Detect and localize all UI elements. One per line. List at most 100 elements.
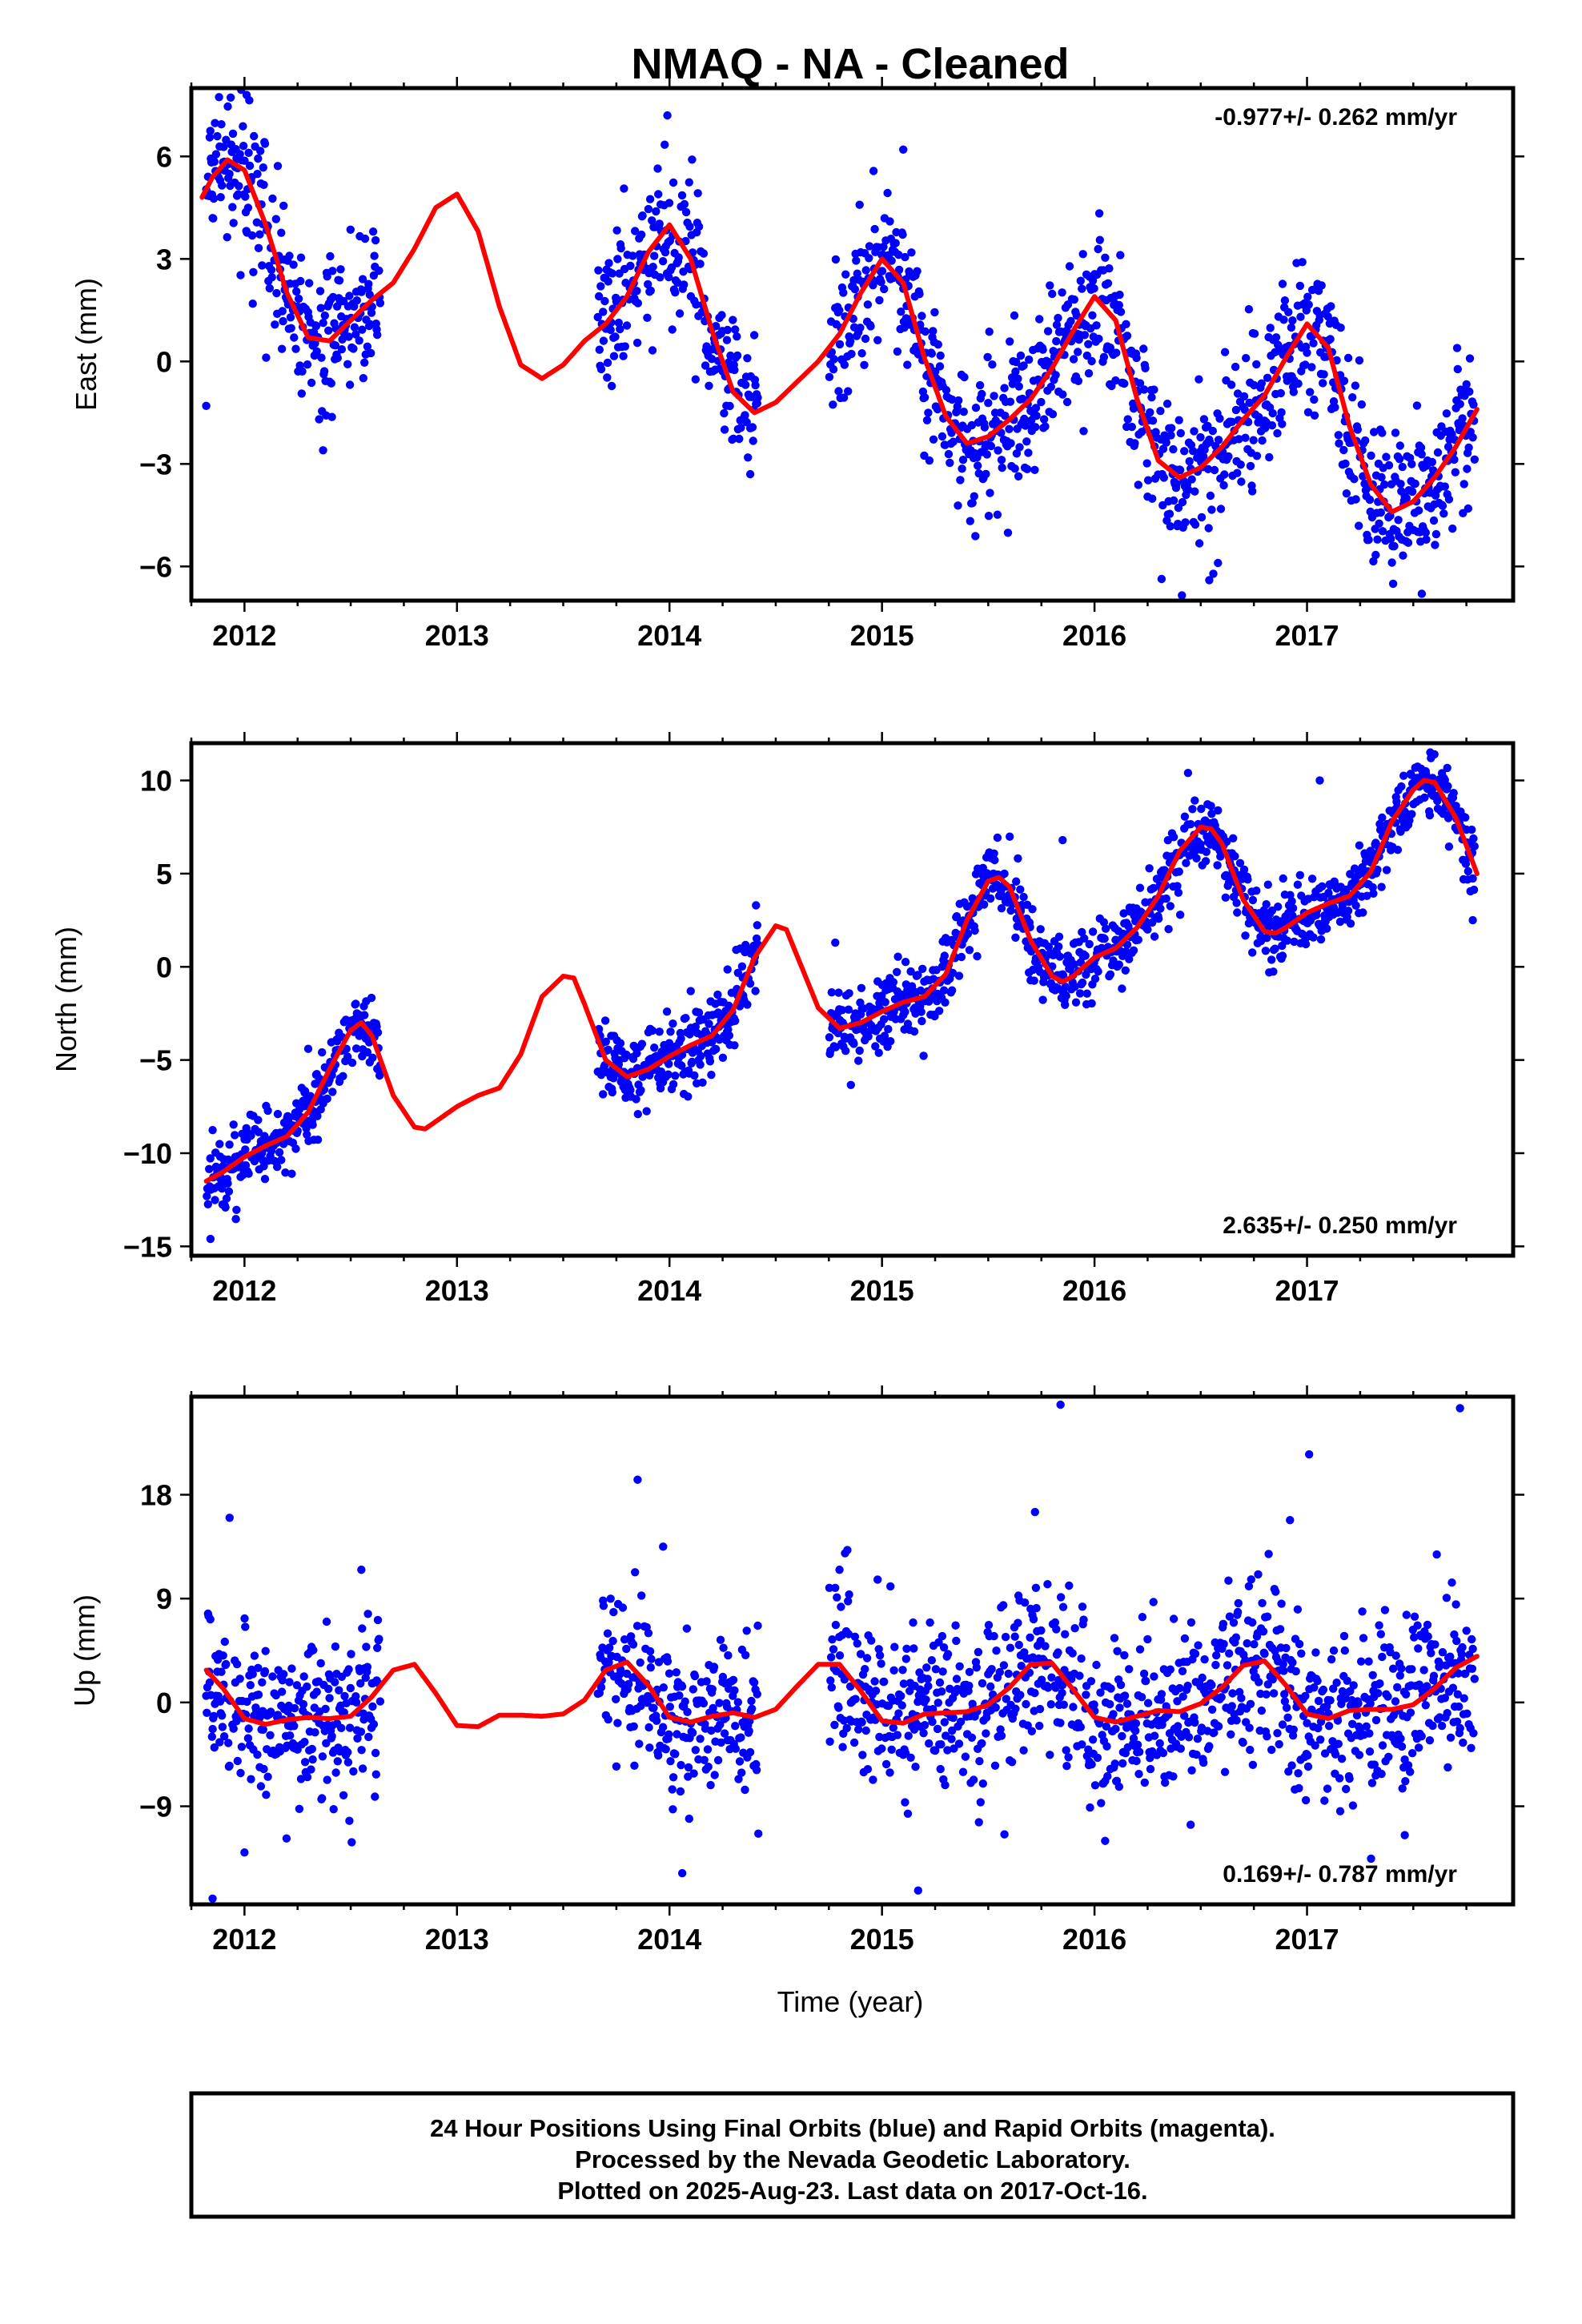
east-data-point bbox=[982, 450, 992, 459]
up-outlier-point bbox=[225, 1514, 234, 1522]
north-data-point bbox=[884, 1024, 893, 1034]
up-data-point bbox=[718, 1672, 728, 1682]
up-data-point bbox=[729, 1675, 738, 1684]
east-data-point bbox=[648, 216, 656, 225]
east-data-point bbox=[345, 380, 355, 389]
up-data-point bbox=[706, 1780, 715, 1790]
up-data-point bbox=[1243, 1638, 1251, 1648]
east-data-point bbox=[968, 498, 977, 508]
up-data-point bbox=[1132, 1756, 1141, 1766]
east-data-point bbox=[1263, 373, 1272, 382]
up-data-point bbox=[901, 1798, 909, 1807]
east-data-point bbox=[319, 319, 327, 328]
up-data-point bbox=[1378, 1741, 1387, 1750]
up-data-point bbox=[850, 1632, 860, 1641]
east-data-point bbox=[1304, 300, 1313, 309]
east-data-point bbox=[243, 203, 253, 212]
east-data-point bbox=[1172, 480, 1181, 489]
up-data-point bbox=[1229, 1618, 1239, 1627]
up-data-point bbox=[346, 1683, 355, 1693]
up-data-point bbox=[1022, 1699, 1030, 1709]
north-data-point bbox=[224, 1187, 234, 1196]
east-data-point bbox=[1052, 320, 1062, 329]
up-data-point bbox=[1326, 1696, 1335, 1705]
east-data-point bbox=[1010, 311, 1019, 320]
east-data-point bbox=[1339, 376, 1349, 385]
north-data-point bbox=[1191, 796, 1199, 805]
north-data-point bbox=[743, 1000, 752, 1009]
up-data-point bbox=[1403, 1761, 1413, 1770]
up-data-point bbox=[290, 1703, 299, 1713]
east-data-point bbox=[1235, 435, 1243, 444]
east-data-point bbox=[633, 299, 642, 308]
up-data-point bbox=[303, 1682, 311, 1691]
east-data-point bbox=[290, 333, 299, 342]
up-data-point bbox=[1131, 1719, 1141, 1728]
up-data-point bbox=[236, 1768, 245, 1778]
up-data-point bbox=[1227, 1702, 1237, 1711]
east-data-point bbox=[1207, 505, 1216, 514]
east-data-point bbox=[286, 313, 295, 322]
up-data-point bbox=[827, 1683, 837, 1692]
east-data-point bbox=[1197, 513, 1207, 522]
east-data-point bbox=[1022, 464, 1032, 473]
east-data-point bbox=[603, 373, 612, 382]
north-data-point bbox=[1449, 789, 1458, 798]
east-data-point bbox=[262, 353, 271, 362]
north-data-point bbox=[648, 1026, 657, 1035]
up-data-point bbox=[649, 1703, 658, 1712]
up-data-point bbox=[943, 1746, 952, 1755]
north-data-point bbox=[1006, 832, 1014, 841]
east-data-point bbox=[1310, 395, 1319, 404]
up-data-point bbox=[982, 1729, 990, 1738]
east-data-point bbox=[1208, 426, 1218, 436]
up-data-point bbox=[331, 1678, 339, 1687]
up-data-point bbox=[1355, 1751, 1364, 1759]
east-data-point bbox=[267, 273, 276, 282]
up-data-point bbox=[898, 1666, 907, 1675]
up-data-point bbox=[219, 1732, 229, 1741]
up-data-point bbox=[375, 1634, 383, 1643]
north-data-point bbox=[300, 1087, 310, 1096]
north-data-point bbox=[1405, 816, 1414, 825]
up-data-point bbox=[343, 1747, 352, 1757]
east-data-point bbox=[315, 287, 325, 296]
up-data-point bbox=[316, 1659, 325, 1668]
north-data-point bbox=[1125, 955, 1134, 963]
east-data-point bbox=[855, 200, 864, 209]
up-data-point bbox=[628, 1640, 638, 1649]
east-data-point bbox=[1375, 519, 1383, 528]
east-data-point bbox=[328, 267, 337, 275]
up-data-point bbox=[1391, 1697, 1400, 1706]
up-data-point bbox=[210, 1743, 219, 1752]
up-data-point bbox=[1211, 1660, 1220, 1670]
north-data-point bbox=[855, 1046, 864, 1055]
east-x-tick-label: 2012 bbox=[212, 619, 276, 652]
east-data-point bbox=[1365, 495, 1375, 505]
east-data-point bbox=[335, 276, 344, 285]
east-data-point bbox=[1094, 209, 1104, 218]
up-data-point bbox=[1279, 1667, 1288, 1675]
east-data-point bbox=[1421, 528, 1431, 537]
up-x-tick-label: 2014 bbox=[637, 1923, 701, 1956]
east-data-point bbox=[239, 122, 247, 131]
up-data-point bbox=[1401, 1777, 1410, 1786]
up-data-point bbox=[630, 1761, 639, 1770]
east-data-point bbox=[1351, 381, 1360, 390]
east-data-point bbox=[599, 308, 608, 316]
east-data-point bbox=[717, 311, 726, 320]
east-data-point bbox=[1190, 427, 1199, 436]
north-data-point bbox=[328, 1088, 337, 1096]
north-data-point bbox=[930, 1011, 939, 1021]
east-data-point bbox=[921, 327, 930, 336]
east-data-point bbox=[1019, 361, 1028, 370]
east-data-point bbox=[1327, 302, 1335, 311]
east-data-point bbox=[1369, 428, 1379, 436]
north-data-point bbox=[1263, 934, 1271, 943]
east-data-point bbox=[1367, 451, 1375, 460]
up-data-point bbox=[1037, 1675, 1046, 1684]
up-data-point bbox=[1257, 1706, 1267, 1715]
east-data-point bbox=[611, 332, 620, 341]
east-x-tick-label: 2017 bbox=[1275, 619, 1339, 652]
up-data-point bbox=[1122, 1699, 1132, 1708]
